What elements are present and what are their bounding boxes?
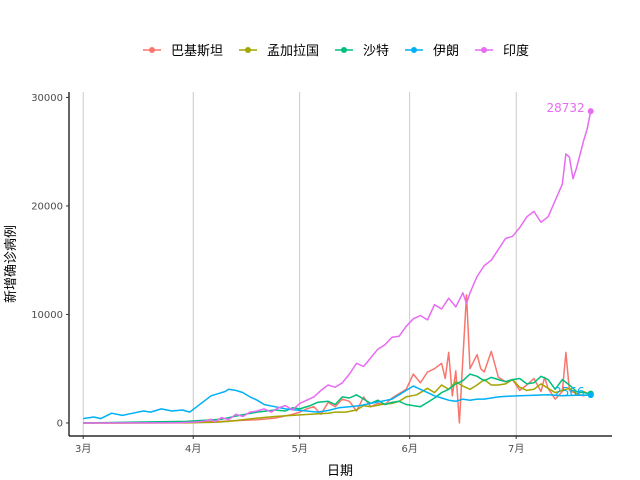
end-markers <box>587 108 594 399</box>
legend-key-point <box>149 47 155 53</box>
x-tick-label: 6月 <box>402 443 418 455</box>
legend-label: 印度 <box>503 43 529 59</box>
series-end-label-3: 2566 <box>554 385 585 399</box>
series-end-point-3 <box>587 392 594 399</box>
y-tick-label: 0 <box>57 418 63 429</box>
legend-item-2: 沙特 <box>335 44 389 59</box>
x-tick-label: 4月 <box>185 443 201 455</box>
legend-label: 巴基斯坦 <box>171 44 223 59</box>
x-axis-title: 日期 <box>327 464 353 479</box>
series-line-1 <box>83 378 592 424</box>
series-end-label-4: 28732 <box>547 101 585 115</box>
x-tick-label: 5月 <box>291 443 307 455</box>
end-labels: 2566 28732 <box>547 101 585 399</box>
legend-key-point <box>245 47 251 53</box>
legend-item-0: 巴基斯坦 <box>143 44 223 59</box>
series-line-3 <box>83 385 591 420</box>
series-line-4 <box>83 111 592 424</box>
x-tick-label: 3月 <box>75 443 91 455</box>
legend-label: 沙特 <box>363 44 389 59</box>
y-axis-title: 新增确诊病例 <box>3 225 19 303</box>
y-tick-label: 30000 <box>31 93 63 104</box>
axes <box>68 92 612 437</box>
legend-key-point <box>481 47 487 53</box>
legend-key-point <box>411 47 417 53</box>
legend-label: 孟加拉国 <box>267 44 319 59</box>
legend-key-point <box>341 47 347 53</box>
legend: 巴基斯坦 孟加拉国 沙特 伊朗 印度 <box>143 43 529 59</box>
legend-item-4: 印度 <box>475 43 529 59</box>
series-end-point-4 <box>587 108 594 115</box>
legend-item-1: 孟加拉国 <box>239 44 319 59</box>
y-tick-label: 20000 <box>31 201 63 212</box>
legend-label: 伊朗 <box>433 44 459 59</box>
y-ticks: 0 10000 20000 30000 <box>31 93 69 429</box>
y-tick-label: 10000 <box>31 310 63 321</box>
series-line-0 <box>83 294 591 424</box>
x-ticks: 3月 4月 5月 6月 7月 <box>75 436 524 455</box>
x-tick-label: 7月 <box>508 443 524 455</box>
legend-item-3: 伊朗 <box>405 44 459 59</box>
series-lines <box>83 111 592 424</box>
